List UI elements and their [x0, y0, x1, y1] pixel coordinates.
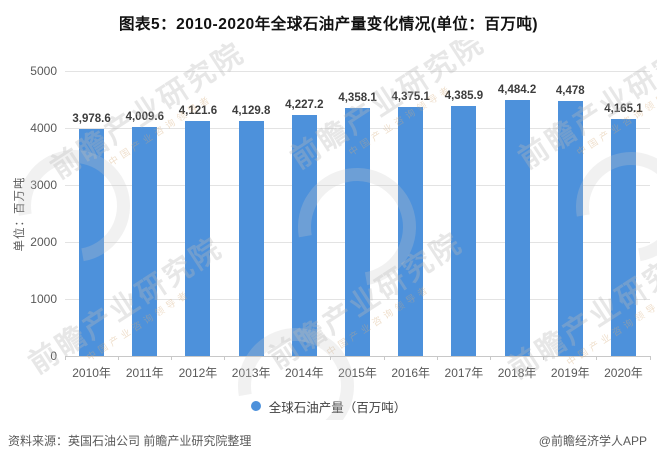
y-tick-label: 1000 — [30, 292, 57, 306]
bar-column: 4,375.1 — [384, 71, 437, 356]
bar — [610, 118, 636, 356]
bar-value-label: 3,978.6 — [72, 113, 111, 126]
x-tick-label: 2015年 — [338, 366, 377, 380]
bar-value-label: 4,385.9 — [444, 90, 484, 103]
x-tick-label: 2014年 — [284, 366, 324, 380]
bar-value-label: 4,358.1 — [338, 91, 377, 104]
y-tick-label: 3000 — [30, 178, 57, 192]
x-tick-label: 2012年 — [178, 366, 218, 380]
bar-value-label: 4,121.6 — [178, 105, 218, 118]
x-tick-label: 2020年 — [604, 366, 643, 380]
legend-label: 全球石油产量（百万吨） — [268, 400, 407, 415]
bar — [185, 121, 211, 356]
y-tick-label: 2000 — [30, 235, 57, 249]
axis-tick — [117, 356, 119, 360]
axis-tick — [596, 356, 598, 360]
bars-container: 3,978.6 4,009.6 4,121.6 4,129.8 4,227.2 4,358… — [65, 71, 650, 356]
bar-column: 4,227.2 — [278, 71, 331, 356]
x-tick-label: 2018年 — [497, 366, 537, 380]
bar — [557, 100, 583, 356]
source-text: 资料来源：英国石油公司 前瞻产业研究院整理 — [8, 434, 252, 448]
x-axis-labels: 2010年 2011年 2012年 2013年 2014年 2015年 2016年 2017年… — [65, 364, 650, 381]
bar — [451, 106, 477, 356]
x-tick-label: 2011年 — [125, 366, 164, 380]
y-tick-label: 5000 — [30, 64, 57, 78]
axis-tick — [170, 356, 172, 360]
bar-value-label: 4,478 — [555, 84, 585, 97]
axis-tick — [649, 356, 651, 360]
bar — [238, 120, 264, 356]
axis-tick — [64, 356, 66, 360]
axis-tick — [543, 356, 545, 360]
chart-title: 图表5：2010-2020年全球石油产量变化情况(单位：百万吨) — [118, 16, 539, 33]
x-tick-label: 2019年 — [550, 366, 590, 380]
bar — [345, 107, 371, 356]
bar — [132, 127, 158, 356]
x-tick-label: 2010年 — [72, 366, 111, 380]
x-tick-label: 2017年 — [444, 366, 484, 380]
gridline — [65, 70, 650, 72]
plot-area: 单位：百万吨 3,978.6 4,009.6 4,121.6 4,129.8 4,227… — [14, 64, 651, 363]
bar-value-label: 4,129.8 — [231, 104, 271, 117]
bar-column: 4,165.1 — [597, 71, 650, 356]
bar — [398, 106, 424, 356]
bar-column: 3,978.6 — [65, 71, 118, 356]
bar-value-label: 4,484.2 — [497, 84, 537, 97]
axis-tick — [383, 356, 385, 360]
y-tick-label: 4000 — [30, 121, 57, 135]
gridline — [65, 355, 650, 357]
axis-tick — [489, 356, 491, 360]
bar-value-label: 4,227.2 — [285, 99, 324, 112]
legend: 全球石油产量（百万吨） — [0, 396, 657, 416]
bar-column: 4,358.1 — [331, 71, 384, 356]
bar-column: 4,484.2 — [491, 71, 544, 356]
legend-marker-icon — [250, 401, 261, 411]
y-tick-label: 0 — [50, 349, 57, 363]
axis-tick — [277, 356, 279, 360]
axis-tick — [224, 356, 226, 360]
bar — [79, 129, 105, 356]
bar-column: 4,009.6 — [118, 71, 171, 356]
footer: 资料来源：英国石油公司 前瞻产业研究院整理 @前瞻经济学人APP — [0, 432, 657, 449]
axis-tick — [436, 356, 438, 360]
bar-column: 4,121.6 — [171, 71, 224, 356]
bar-value-label: 4,009.6 — [125, 111, 164, 124]
bar-column: 4,129.8 — [225, 71, 278, 356]
bar — [504, 100, 530, 356]
x-tick-label: 2016年 — [391, 366, 431, 380]
bar — [291, 115, 317, 356]
credit-text: @前瞻经济学人APP — [538, 434, 647, 448]
x-tick-label: 2013年 — [231, 366, 271, 380]
bar-value-label: 4,375.1 — [391, 90, 430, 103]
bar-column: 4,385.9 — [437, 71, 490, 356]
bar-column: 4,478 — [544, 71, 597, 356]
axis-tick — [330, 356, 332, 360]
bar-value-label: 4,165.1 — [604, 102, 643, 115]
